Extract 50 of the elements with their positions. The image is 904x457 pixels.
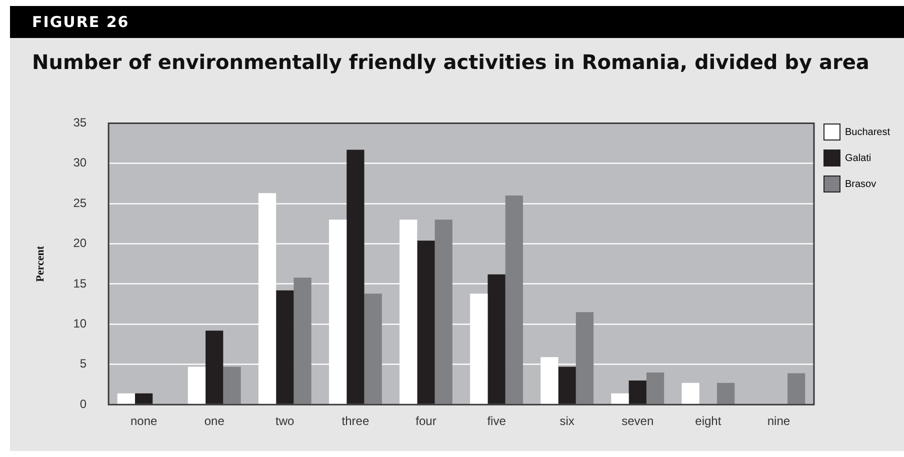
x-tick-label: seven xyxy=(622,414,654,428)
legend-label: Galati xyxy=(844,152,872,164)
x-tick-label: four xyxy=(416,414,436,428)
legend-label: Brasov xyxy=(844,178,876,190)
x-tick-label: eight xyxy=(695,414,722,428)
bar xyxy=(294,278,312,404)
chart-title: Number of environmentally friendly activities in Romania, divided by area xyxy=(32,50,870,74)
bar xyxy=(223,366,241,404)
bar xyxy=(488,274,506,404)
bar xyxy=(628,380,646,404)
bar xyxy=(328,220,347,404)
bar xyxy=(434,220,452,404)
bar xyxy=(188,366,206,404)
bar xyxy=(576,312,594,404)
x-tick-label: six xyxy=(560,414,574,428)
bar xyxy=(505,196,523,404)
x-tick-label: two xyxy=(276,414,295,428)
x-tick-label: three xyxy=(342,414,370,428)
legend-label: Bucharest xyxy=(844,126,890,138)
x-tick-label: five xyxy=(487,414,506,428)
caption: FIGURE 26 xyxy=(32,13,130,31)
y-tick-label: 10 xyxy=(73,316,87,331)
bar xyxy=(788,373,806,404)
y-tick-label: 30 xyxy=(73,156,87,170)
bar xyxy=(682,382,700,404)
bar xyxy=(206,330,224,404)
bar xyxy=(716,382,735,404)
y-tick-label: 15 xyxy=(73,276,87,290)
y-tick-label: 35 xyxy=(73,116,87,130)
bar xyxy=(558,366,576,404)
bar xyxy=(611,393,629,404)
bar xyxy=(364,294,382,404)
y-tick-label: 5 xyxy=(80,356,87,371)
bar xyxy=(417,240,435,404)
bar xyxy=(117,393,135,404)
x-tick-label: none xyxy=(130,414,158,428)
bar xyxy=(646,372,664,404)
y-tick-label: 20 xyxy=(73,236,87,250)
bar xyxy=(346,150,364,404)
y-tick-label: 25 xyxy=(73,196,87,210)
bar xyxy=(400,220,418,404)
y-tick-label: 0 xyxy=(80,396,87,411)
bar xyxy=(258,193,276,404)
bar xyxy=(470,294,488,404)
bar xyxy=(540,357,558,404)
x-tick-label: one xyxy=(204,414,225,428)
x-tick-label: nine xyxy=(767,414,790,428)
bar xyxy=(276,290,294,404)
bar xyxy=(135,393,153,404)
y-axis-title: Percent xyxy=(34,246,46,282)
